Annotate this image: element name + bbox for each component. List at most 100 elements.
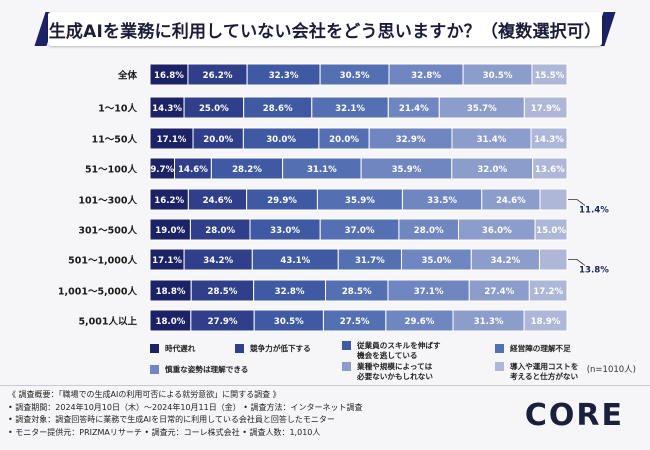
value-label: 37.0% (345, 226, 375, 236)
legend-label: 従業員のスキルを伸ばす 機会を逃している (357, 341, 441, 360)
value-label: 24.6% (496, 196, 526, 206)
category-label: 1〜10人 (98, 103, 137, 115)
value-label: 15.0% (536, 226, 566, 236)
value-label: 34.2% (203, 256, 233, 266)
bar-segment (523, 96, 568, 119)
value-label: 32.1% (335, 104, 365, 114)
value-label: 33.0% (270, 226, 300, 236)
survey-note-line: • 調査対象：調査回答時に業務で生成AIを日常的に利用している会社員と回答したモ… (8, 415, 335, 425)
value-label: 28.0% (414, 226, 444, 236)
legend-swatch (495, 344, 504, 353)
value-label: 16.2% (154, 196, 184, 206)
bar-segment (523, 309, 568, 332)
value-label: 24.6% (203, 196, 233, 206)
legend-label: 慎重な姿勢は理解できる (165, 365, 249, 374)
value-label: 35.7% (467, 104, 497, 114)
value-label: 31.1% (307, 165, 337, 175)
legend-item: 競争力が低下する (235, 344, 311, 354)
value-label: 32.8% (275, 287, 305, 297)
legend-item: 慎重な姿勢は理解できる (150, 365, 248, 375)
value-label: 18.8% (156, 287, 186, 297)
value-label: 29.9% (267, 196, 297, 206)
value-label: 35.9% (392, 165, 422, 175)
value-label: 28.6% (263, 104, 293, 114)
value-label: 33.5% (427, 196, 457, 206)
value-label: 32.8% (411, 71, 441, 81)
legend-item: 業種や規模によっては 必要ないかもしれない (342, 362, 433, 381)
value-label: 14.6% (178, 165, 208, 175)
survey-notes: 《 調査概要：「職場での生成AIの利用可否による就労意欲」に関する調査 》 • … (8, 389, 363, 439)
value-label: 13.6% (535, 165, 565, 175)
value-label: 15.5% (535, 71, 565, 81)
bar-segment (532, 157, 568, 180)
bar-segment (528, 279, 568, 302)
legend-swatch (342, 362, 351, 371)
sample-size-note: (n=1010人) (586, 365, 636, 375)
bar-segment (539, 188, 568, 211)
value-label: 18.9% (531, 317, 561, 327)
survey-note-line: 《 調査概要：「職場での生成AIの利用可否による就労意欲」に関する調査 》 (8, 390, 281, 399)
chart-title: 生成AIを業務に利用していない会社をどう思いますか？（複数選択可） (48, 12, 602, 46)
legend-item: 導入や運用コストを 考えると仕方がない (495, 362, 578, 381)
value-label: 31.4% (477, 135, 507, 145)
value-label: 35.0% (421, 256, 451, 266)
value-label: 27.4% (484, 287, 514, 297)
stacked-bar-chart: 全体 16.8% 26.2% 32.3% 30.5% 32.8% 30.5% 15.5% 1〜1… (58, 63, 610, 332)
value-label: 17.1% (157, 135, 187, 145)
legend-swatch (150, 344, 159, 353)
legend-swatch (495, 362, 504, 371)
divider (0, 385, 650, 386)
callout-line (568, 259, 586, 266)
bar-segment (530, 127, 568, 150)
value-label: 30.0% (266, 135, 296, 145)
value-label: 27.9% (208, 317, 238, 327)
legend-label: 時代遅れ (165, 344, 196, 353)
value-label: 43.1% (280, 256, 310, 266)
value-label: 28.0% (205, 226, 235, 236)
legend-swatch (235, 344, 244, 353)
category-label: 501〜1,000人 (68, 255, 137, 267)
value-label: 21.4% (399, 104, 429, 114)
legend-item: 経営陣の理解不足 (495, 344, 571, 354)
value-label: 28.2% (232, 165, 262, 175)
survey-note-line: • モニター提供元：PRIZMAリサーチ • 調査元：コーレ株式会社 • 調査人… (8, 427, 321, 437)
value-label: 18.0% (156, 317, 186, 327)
category-label: 301〜500人 (78, 225, 137, 237)
legend-label: 業種や規模によっては 必要ないかもしれない (357, 362, 433, 381)
core-logo: CORE (524, 398, 624, 433)
category-label: 101〜300人 (78, 195, 137, 207)
category-label: 5,001人以上 (78, 316, 137, 328)
value-label: 27.5% (340, 317, 370, 327)
callout-label: 13.8% (579, 266, 609, 276)
value-label: 17.1% (152, 256, 182, 266)
legend-swatch (342, 341, 351, 350)
value-label: 30.5% (274, 317, 304, 327)
legend-label: 経営陣の理解不足 (510, 344, 571, 353)
legend-item: 従業員のスキルを伸ばす 機会を逃している (342, 341, 441, 360)
callout-label: 11.4% (579, 206, 609, 216)
value-label: 30.5% (340, 71, 370, 81)
value-label: 17.9% (531, 104, 561, 114)
value-label: 31.3% (474, 317, 504, 327)
bar-segment (538, 248, 568, 271)
legend-label: 競争力が低下する (250, 344, 311, 353)
value-label: 28.5% (342, 287, 372, 297)
value-label: 25.0% (199, 104, 229, 114)
value-label: 37.1% (414, 287, 444, 297)
value-label: 32.0% (477, 165, 507, 175)
value-label: 20.0% (329, 135, 359, 145)
value-label: 32.9% (396, 135, 426, 145)
value-label: 26.2% (203, 71, 233, 81)
category-label: 11〜50人 (92, 134, 138, 146)
bar-segment (531, 63, 568, 86)
survey-note-line: • 調査期間：2024年10月10日（木）〜2024年10月11日（金） • 調… (8, 402, 363, 412)
category-label: 51〜100人 (85, 164, 138, 176)
legend-item: 時代遅れ (150, 344, 195, 354)
value-label: 36.0% (482, 226, 512, 236)
value-label: 29.6% (405, 317, 435, 327)
callout-line (568, 199, 586, 206)
value-label: 20.0% (203, 135, 233, 145)
value-label: 9.7% (150, 165, 174, 175)
value-label: 17.2% (533, 287, 563, 297)
value-label: 32.3% (269, 71, 299, 81)
